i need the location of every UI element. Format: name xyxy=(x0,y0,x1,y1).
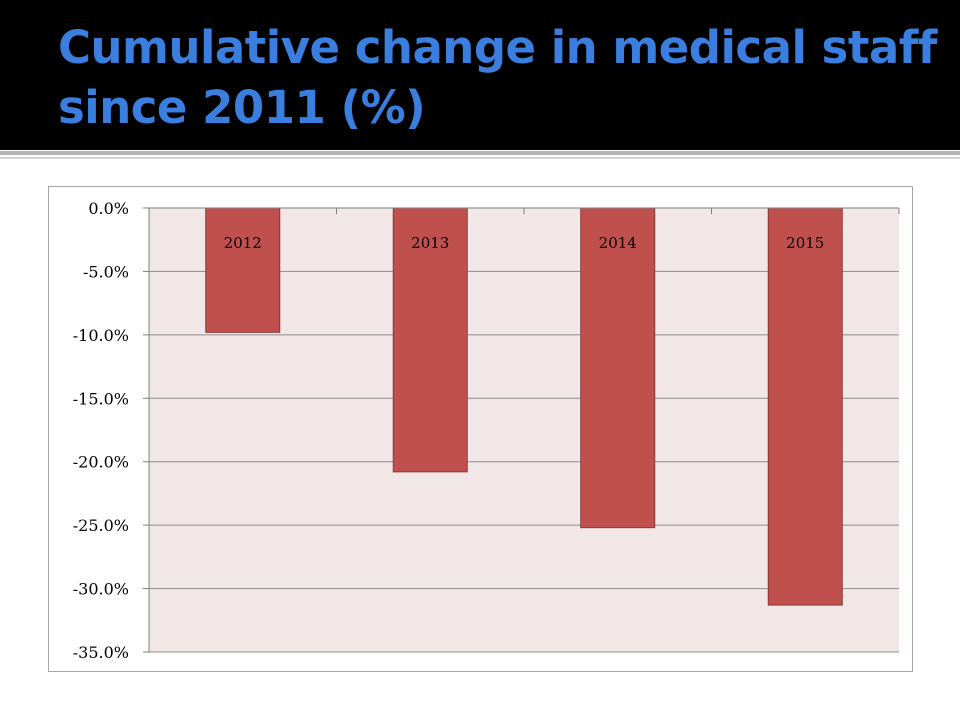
bar-chart: 0.0% -5.0% -10.0% -15.0% -20.0% -25.0% -30.0% -… xyxy=(73,199,900,662)
category-label: 2012 xyxy=(224,234,262,252)
y-tick-label: -10.0% xyxy=(73,326,129,345)
bars xyxy=(205,207,843,606)
y-tick-label: -5.0% xyxy=(83,262,129,281)
category-labels: 2012 2013 2014 2015 xyxy=(224,234,825,252)
title-divider-thin xyxy=(0,157,960,159)
bar-2013 xyxy=(392,207,468,473)
slide-title: Cumulative change in medical staff since… xyxy=(58,21,937,134)
y-axis-tick-labels: 0.0% -5.0% -10.0% -15.0% -20.0% -25.0% -30.0% -… xyxy=(73,199,129,662)
category-label: 2015 xyxy=(786,234,824,252)
category-label: 2013 xyxy=(411,234,449,252)
bar-2014 xyxy=(580,207,656,529)
title-bar xyxy=(0,0,960,150)
title-divider xyxy=(0,151,960,155)
bar-2012 xyxy=(205,207,281,333)
y-tick-label: 0.0% xyxy=(88,199,129,218)
y-tick-label: -20.0% xyxy=(73,453,129,472)
y-tick-label: -15.0% xyxy=(73,389,129,408)
axes xyxy=(143,207,900,653)
chart-frame: 0.0% -5.0% -10.0% -15.0% -20.0% -25.0% -30.0% -… xyxy=(48,186,913,672)
y-tick-label: -25.0% xyxy=(73,516,129,535)
y-tick-label: -35.0% xyxy=(73,643,129,662)
bar-2015 xyxy=(767,207,843,606)
y-tick-label: -30.0% xyxy=(73,580,129,599)
category-label: 2014 xyxy=(599,234,637,252)
